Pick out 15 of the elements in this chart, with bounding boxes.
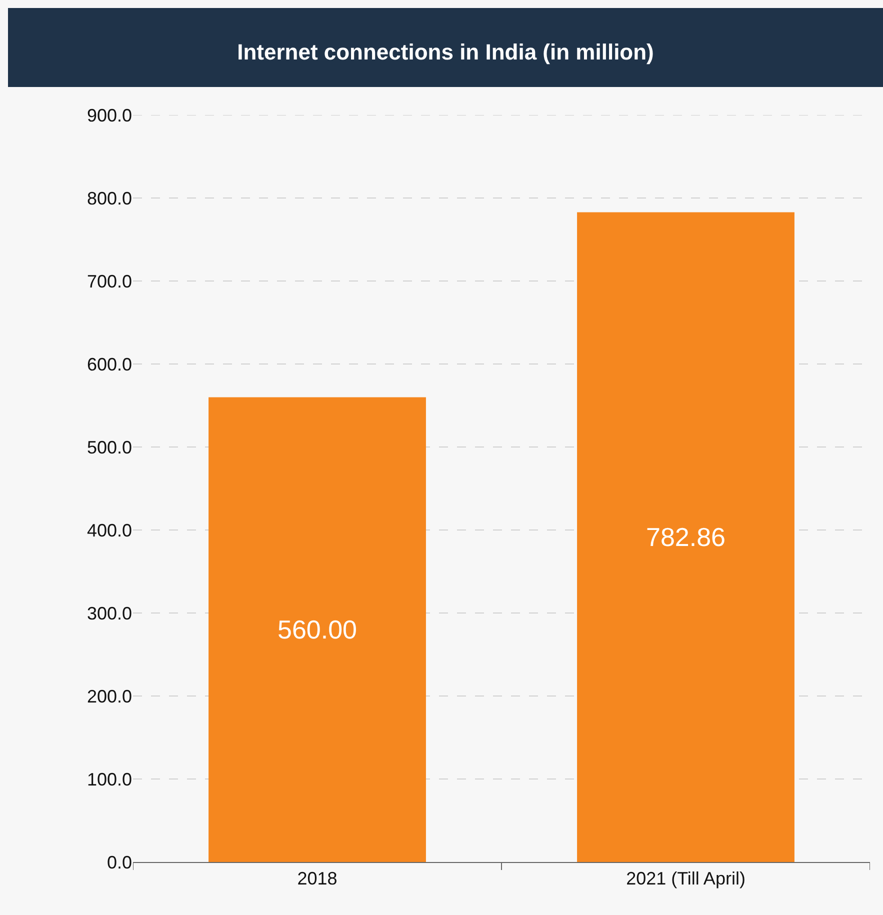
chart-title: Internet connections in India (in million): [237, 40, 654, 65]
y-tick-label: 600.0: [86, 354, 132, 374]
y-tick-label: 700.0: [86, 271, 132, 292]
x-tick-label: 2021 (Till April): [626, 868, 746, 889]
y-tick-label: 0.0: [106, 852, 132, 872]
y-tick-label: 400.0: [86, 520, 132, 540]
y-tick-label: 300.0: [86, 603, 132, 624]
data-label: 560.00: [277, 614, 358, 645]
x-tick-label: 2018: [297, 868, 338, 889]
y-tick-label: 800.0: [86, 188, 132, 208]
data-label: 782.86: [646, 522, 726, 552]
y-tick-label: 500.0: [86, 437, 132, 458]
y-tick-label: 100.0: [86, 769, 132, 790]
y-tick-label: 900.0: [86, 105, 132, 126]
y-tick-label: 200.0: [86, 686, 132, 706]
